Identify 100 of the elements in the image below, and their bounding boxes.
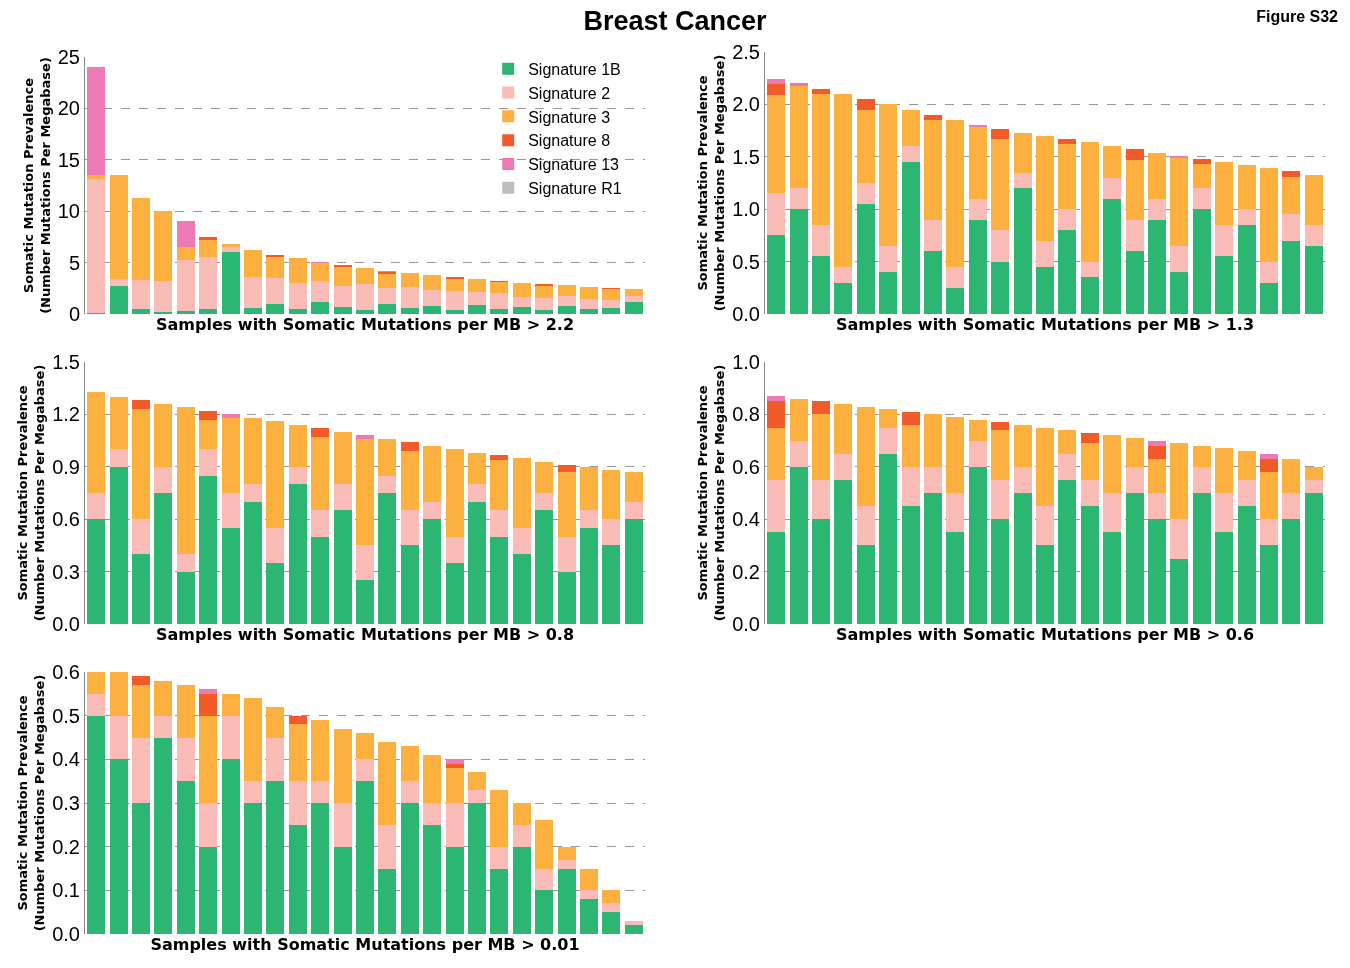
bar — [221, 693, 240, 716]
y-axis-title: Somatic Mutation Prevalence (Number Mutations Per Megabase) — [15, 674, 48, 932]
bar — [991, 128, 1010, 139]
bar — [378, 288, 397, 304]
bar — [288, 824, 307, 934]
bar — [378, 438, 397, 476]
bar — [946, 417, 965, 493]
bar — [1148, 152, 1166, 199]
bar — [356, 438, 374, 546]
bar — [991, 479, 1010, 520]
bar — [1036, 506, 1054, 546]
bar — [378, 273, 397, 289]
bar — [580, 466, 598, 511]
bar — [1103, 146, 1122, 178]
bar — [490, 846, 509, 869]
bar — [580, 527, 598, 624]
bar — [132, 400, 150, 410]
bar — [901, 424, 920, 467]
bar — [311, 281, 330, 302]
bar — [423, 501, 442, 520]
bar — [946, 532, 965, 624]
bar — [1192, 493, 1211, 624]
bar — [557, 571, 576, 624]
bar — [288, 424, 307, 467]
bar — [535, 510, 554, 624]
bar — [924, 114, 942, 121]
y-tick-label: 1.5 — [52, 351, 80, 373]
bar — [1036, 240, 1054, 267]
bar — [1058, 430, 1077, 454]
bar — [490, 868, 509, 934]
bar — [154, 680, 173, 716]
bar — [1282, 493, 1301, 520]
y-tick-label: 0.3 — [52, 560, 80, 583]
legend-label: Signature 8 — [528, 132, 611, 150]
bar — [1215, 224, 1234, 257]
bar — [356, 733, 374, 760]
y-tick-label: 1.5 — [732, 145, 760, 168]
bar — [154, 211, 173, 282]
bar — [946, 120, 965, 267]
bar — [1260, 261, 1278, 283]
bar — [1215, 162, 1234, 225]
bar — [991, 422, 1010, 431]
bar — [1237, 479, 1256, 507]
bar — [445, 291, 464, 310]
bar — [378, 493, 397, 624]
bar — [490, 293, 509, 309]
bar — [1170, 155, 1189, 158]
bar — [176, 310, 195, 314]
bar — [1192, 164, 1211, 189]
bar — [1237, 451, 1256, 480]
bar — [400, 746, 419, 782]
bar — [244, 781, 262, 803]
bar — [109, 449, 128, 467]
bar — [288, 466, 307, 485]
y-tick-label: 1.0 — [732, 198, 760, 221]
bar — [767, 479, 786, 533]
bar — [968, 440, 987, 467]
y-tick-label: 0.2 — [52, 835, 80, 858]
bar — [1148, 198, 1166, 220]
bar — [1215, 493, 1234, 533]
bar — [834, 266, 853, 283]
bar — [624, 295, 643, 302]
bar — [1215, 532, 1234, 624]
bar — [512, 846, 531, 934]
y-tick-label: 0.0 — [52, 613, 80, 635]
y-tick-label: 15 — [57, 148, 80, 171]
bar — [87, 179, 106, 313]
bar — [132, 197, 150, 281]
bar — [1058, 138, 1077, 145]
bar — [557, 465, 576, 473]
bar — [378, 475, 397, 493]
bar — [221, 527, 240, 624]
bar — [535, 868, 554, 891]
bar — [1237, 506, 1256, 624]
bar — [221, 252, 240, 314]
bar — [266, 255, 285, 258]
bar — [1103, 435, 1122, 493]
bar — [789, 85, 808, 189]
bar — [311, 803, 330, 934]
bar — [1103, 177, 1122, 199]
legend-label: Signature 3 — [528, 108, 611, 126]
y-tick-label: 0.9 — [52, 455, 80, 478]
bar — [468, 501, 486, 624]
bar — [333, 431, 352, 485]
bar — [1260, 168, 1278, 262]
bar — [423, 445, 442, 502]
bar — [602, 307, 621, 314]
bar — [288, 484, 307, 624]
bar — [423, 803, 442, 825]
bar — [1260, 545, 1278, 624]
y-tick-label: 0.6 — [732, 455, 760, 478]
bar — [1170, 443, 1189, 520]
bar — [789, 209, 808, 314]
bar — [244, 803, 262, 934]
y-tick-label: 0.6 — [52, 508, 80, 531]
bar — [767, 84, 786, 95]
bar — [767, 193, 786, 236]
bar — [176, 221, 195, 248]
bar — [176, 571, 195, 624]
bar — [109, 279, 128, 287]
